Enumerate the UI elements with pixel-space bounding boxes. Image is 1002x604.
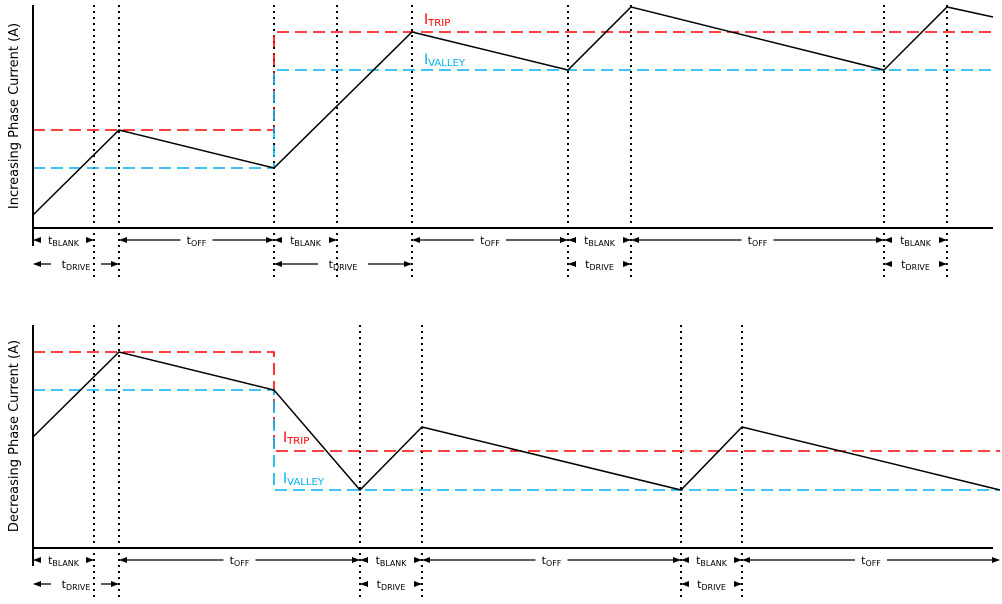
t-drive-interval: tDRIVE	[329, 258, 358, 272]
i-trip-label-subscript: TRIP	[427, 18, 450, 29]
t-blank-interval-subscript: BLANK	[588, 239, 615, 248]
i-valley-label-subscript: VALLEY	[428, 58, 466, 69]
i-trip-label-subscript: TRIP	[286, 436, 309, 447]
t-blank-interval: tBLANK	[376, 554, 408, 568]
t-blank-interval-subscript: BLANK	[904, 239, 931, 248]
t-drive-interval: tDRIVE	[585, 258, 614, 272]
t-blank-interval: tBLANK	[290, 234, 322, 248]
t-blank-interval-main: t	[376, 554, 381, 567]
t-drive-interval-main: t	[901, 258, 906, 271]
t-blank-interval: tBLANK	[48, 234, 80, 248]
t-off-interval-main: t	[861, 554, 866, 567]
y-axis-label-increasing: Increasing Phase Current (A)	[7, 23, 22, 209]
t-drive-interval-main: t	[62, 258, 67, 271]
t-drive-interval-subscript: DRIVE	[66, 583, 90, 592]
i-trip-label: ITRIP	[283, 430, 309, 447]
phase-current-waveform	[32, 351, 1001, 492]
t-drive-interval: tDRIVE	[62, 258, 91, 272]
t-blank-interval-main: t	[696, 554, 701, 567]
t-blank-interval-main: t	[48, 554, 53, 567]
t-off-interval-subscript: OFF	[234, 559, 250, 568]
t-off-interval-main: t	[748, 234, 753, 247]
i-valley-label-main: I	[283, 471, 287, 487]
t-blank-interval-main: t	[584, 234, 589, 247]
i-valley-label: IVALLEY	[424, 52, 466, 69]
t-off-interval-subscript: OFF	[866, 559, 882, 568]
t-off-interval: tOFF	[187, 234, 207, 248]
t-blank-interval: tBLANK	[696, 554, 728, 568]
t-drive-interval-subscript: DRIVE	[702, 583, 726, 592]
i-trip-label: ITRIP	[424, 12, 450, 29]
t-drive-interval-main: t	[377, 578, 382, 591]
t-blank-interval-subscript: BLANK	[294, 239, 321, 248]
t-off-interval-main: t	[480, 234, 485, 247]
y-axis-label-decreasing: Decreasing Phase Current (A)	[7, 340, 22, 532]
t-blank-interval-subscript: BLANK	[52, 239, 79, 248]
t-drive-interval-subscript: DRIVE	[333, 263, 357, 272]
t-blank-interval-main: t	[290, 234, 295, 247]
phase-current-waveform	[32, 6, 994, 216]
t-drive-interval: tDRIVE	[901, 258, 930, 272]
t-blank-interval-main: t	[48, 234, 53, 247]
t-drive-interval-subscript: DRIVE	[590, 263, 614, 272]
t-off-interval-subscript: OFF	[191, 239, 207, 248]
i-valley-threshold-line	[33, 389, 1000, 491]
t-drive-interval-main: t	[329, 258, 334, 271]
t-drive-interval-subscript: DRIVE	[66, 263, 90, 272]
t-drive-interval-main: t	[697, 578, 702, 591]
i-trip-label-main: I	[424, 12, 428, 28]
i-valley-label-main: I	[424, 52, 428, 68]
t-blank-interval: tBLANK	[900, 234, 932, 248]
t-blank-interval-main: t	[900, 234, 905, 247]
t-drive-interval-main: t	[585, 258, 590, 271]
t-drive-interval: tDRIVE	[377, 578, 406, 592]
t-drive-interval: tDRIVE	[697, 578, 726, 592]
t-off-interval-main: t	[187, 234, 192, 247]
t-drive-interval-subscript: DRIVE	[906, 263, 930, 272]
t-drive-interval-subscript: DRIVE	[381, 583, 405, 592]
t-drive-interval-main: t	[62, 578, 67, 591]
t-off-interval-main: t	[542, 554, 547, 567]
t-blank-interval-subscript: BLANK	[380, 559, 407, 568]
t-off-interval: tOFF	[230, 554, 250, 568]
t-blank-interval: tBLANK	[584, 234, 616, 248]
t-blank-interval-subscript: BLANK	[700, 559, 727, 568]
t-blank-interval: tBLANK	[48, 554, 80, 568]
i-valley-threshold-line	[33, 69, 993, 169]
t-off-interval: tOFF	[861, 554, 881, 568]
t-off-interval: tOFF	[480, 234, 500, 248]
i-trip-threshold-line	[33, 31, 993, 131]
t-off-interval: tOFF	[542, 554, 562, 568]
t-blank-interval-subscript: BLANK	[52, 559, 79, 568]
t-off-interval-subscript: OFF	[752, 239, 768, 248]
i-valley-label-subscript: VALLEY	[287, 477, 325, 488]
t-drive-interval: tDRIVE	[62, 578, 91, 592]
t-off-interval-subscript: OFF	[485, 239, 501, 248]
t-off-interval: tOFF	[748, 234, 768, 248]
t-off-interval-main: t	[230, 554, 235, 567]
i-trip-label-main: I	[283, 430, 287, 446]
i-valley-label: IVALLEY	[283, 471, 325, 488]
t-off-interval-subscript: OFF	[546, 559, 562, 568]
